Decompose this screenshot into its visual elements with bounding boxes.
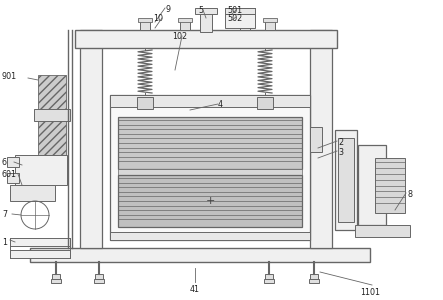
Bar (80, 30, 102, 248)
Text: 10: 10 (153, 14, 163, 23)
Bar (264, 279, 274, 283)
Bar (310, 274, 318, 279)
Bar (375, 158, 405, 213)
Bar (10, 185, 55, 201)
Bar (263, 18, 277, 22)
Bar (7, 173, 19, 183)
Text: 8: 8 (408, 190, 413, 199)
Bar (355, 225, 410, 237)
Bar (358, 145, 386, 225)
Bar (7, 157, 19, 167)
Text: +: + (205, 196, 215, 206)
Text: 501: 501 (227, 6, 242, 15)
Bar (310, 30, 332, 248)
Bar (265, 20, 275, 30)
Bar (178, 18, 192, 22)
Bar (140, 20, 150, 30)
Text: 901: 901 (2, 72, 17, 81)
Text: 1: 1 (2, 238, 7, 247)
Bar (180, 20, 190, 30)
Bar (38, 75, 66, 155)
Bar (225, 14, 255, 28)
Bar (118, 117, 302, 169)
Bar (110, 95, 310, 107)
Bar (138, 18, 152, 22)
Bar (15, 155, 67, 185)
Text: 4: 4 (218, 100, 223, 109)
Bar (200, 10, 212, 32)
Bar (10, 238, 70, 246)
Bar (137, 97, 153, 109)
Bar (257, 97, 273, 109)
Bar (94, 279, 104, 283)
Bar (310, 127, 322, 152)
Bar (238, 18, 252, 22)
Bar (309, 279, 319, 283)
Bar (52, 274, 60, 279)
Text: 1101: 1101 (360, 288, 380, 297)
Bar (95, 274, 103, 279)
Bar (110, 232, 310, 240)
Bar (338, 138, 354, 222)
Bar (195, 8, 217, 14)
Bar (34, 109, 70, 121)
Bar (335, 130, 357, 230)
Text: 601: 601 (2, 170, 17, 179)
Text: 9: 9 (165, 5, 171, 14)
Bar (51, 279, 61, 283)
Text: 7: 7 (2, 210, 7, 219)
Text: 41: 41 (190, 285, 200, 294)
Text: 5: 5 (198, 6, 203, 15)
Bar (225, 8, 255, 14)
Text: 3: 3 (338, 148, 343, 157)
Text: 6: 6 (2, 158, 7, 167)
Bar (30, 248, 370, 262)
Text: 102: 102 (172, 32, 187, 41)
Bar (240, 20, 250, 30)
Bar (265, 274, 273, 279)
Bar (10, 250, 70, 258)
Bar (118, 175, 302, 227)
Text: 2: 2 (338, 138, 343, 147)
Bar (118, 169, 302, 175)
Text: 502: 502 (227, 14, 242, 23)
Bar (110, 95, 310, 240)
Bar (75, 30, 337, 48)
